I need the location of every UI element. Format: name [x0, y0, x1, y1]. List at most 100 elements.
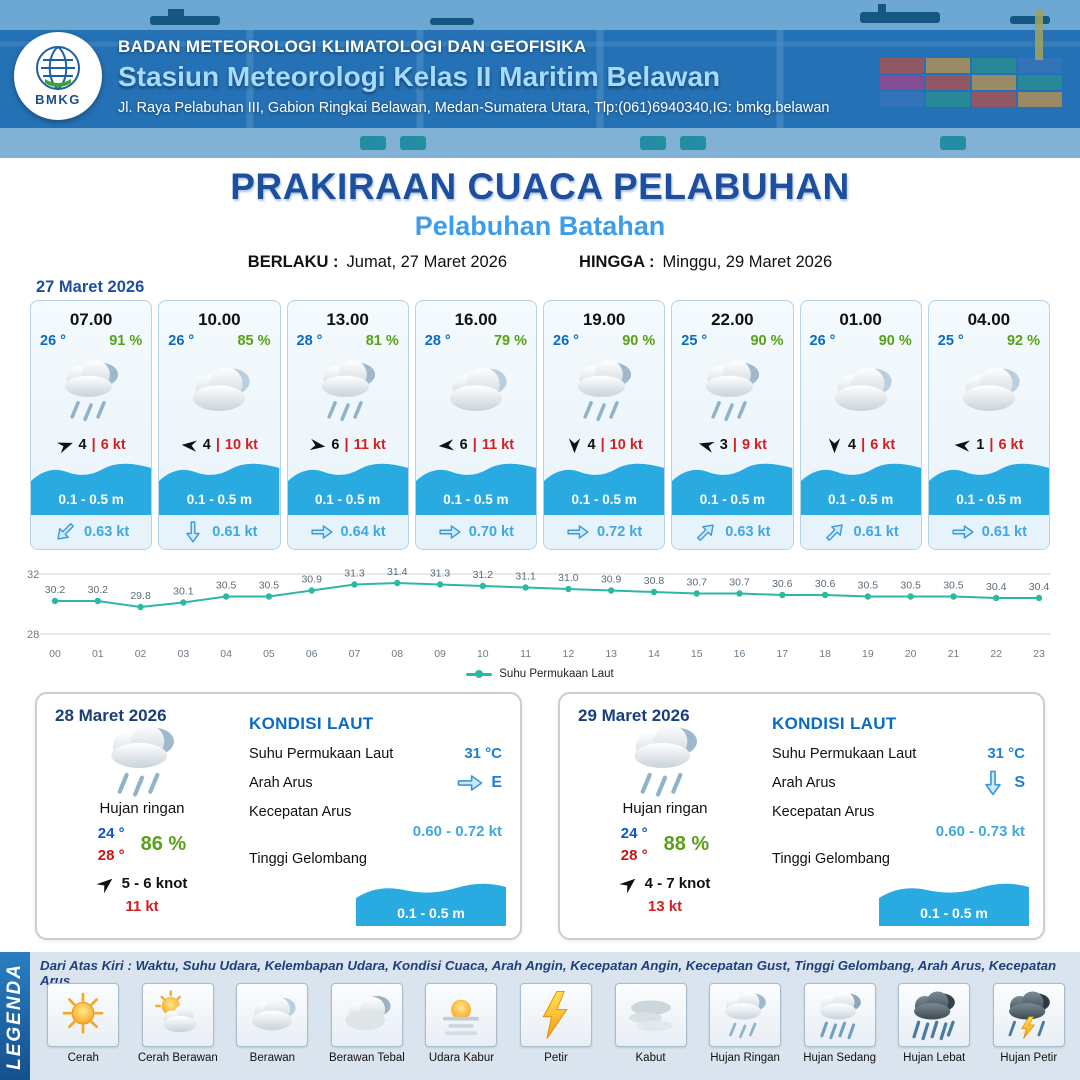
air-temp: 26 ° [809, 333, 836, 349]
svg-text:13: 13 [605, 648, 617, 660]
legend-item-label: Kabut [635, 1052, 666, 1064]
svg-text:30.2: 30.2 [45, 584, 66, 596]
weather-icon [31, 349, 151, 433]
wave-height-band: 0.1 - 0.5 m [287, 459, 408, 515]
legend-item-label: Berawan [249, 1052, 296, 1064]
daily-wave-height: 0.1 - 0.5 m [920, 905, 988, 921]
legend-title: LEGENDA [4, 962, 25, 1070]
svg-text:09: 09 [434, 648, 446, 660]
svg-text:23: 23 [1033, 648, 1045, 660]
svg-text:19: 19 [862, 648, 874, 660]
wave-height-label: Tinggi Gelombang [772, 851, 890, 867]
hourly-card: 07.00 26 ° 91 % 4 | 6 kt 0.1 - 0.5 m 0.6… [30, 300, 153, 550]
current-row: 0.61 kt [928, 515, 1049, 549]
svg-text:30.9: 30.9 [301, 574, 322, 586]
wind-speed: 4 [848, 437, 857, 453]
wave-height: 0.1 - 0.5 m [571, 492, 637, 507]
svg-text:05: 05 [263, 648, 275, 660]
weather-icon [544, 349, 664, 433]
chart-legend-label: Suhu Permukaan Laut [499, 668, 614, 680]
validity-row: BERLAKU : Jumat, 27 Maret 2026 HINGGA : … [0, 253, 1080, 272]
svg-text:18: 18 [819, 648, 831, 660]
current-speed: 0.61 kt [212, 524, 258, 540]
legend-band: LEGENDA Dari Atas Kiri : Waktu, Suhu Uda… [0, 952, 1080, 1080]
time-label: 13.00 [326, 310, 369, 329]
svg-text:16: 16 [734, 648, 746, 660]
svg-text:28: 28 [27, 629, 39, 641]
current-row: 0.72 kt [544, 515, 665, 549]
current-direction-icon [310, 523, 334, 541]
wind-speed: 4 [587, 437, 596, 453]
daily-gust: 11 kt [125, 897, 159, 915]
hingga-label: HINGGA : [579, 253, 655, 271]
hourly-card: 19.00 26 ° 90 % 4 | 10 kt 0.1 - 0.5 m 0.… [543, 300, 666, 550]
daily-card: 28 Maret 2026 Hujan ringan 24 ° 28 ° 86 … [35, 692, 522, 940]
humidity: 85 % [237, 333, 271, 349]
current-row: 0.61 kt [159, 515, 280, 549]
separator: | [989, 437, 994, 453]
svg-text:15: 15 [691, 648, 703, 660]
fog-icon [622, 989, 680, 1041]
current-direction-icon [456, 773, 484, 793]
hourly-card: 10.00 26 ° 85 % 4 | 10 kt 0.1 - 0.5 m 0.… [158, 300, 281, 550]
svg-text:10: 10 [477, 648, 489, 660]
wind-range: 5 - 6 knot [121, 875, 188, 892]
legend-item-label: Hujan Sedang [803, 1052, 877, 1064]
current-speed-label: Kecepatan Arus [772, 804, 875, 820]
air-temp: 28 ° [296, 333, 323, 349]
chart-legend-marker-icon [466, 672, 493, 676]
wind-row: 4 | 10 kt [544, 433, 664, 457]
condition-label: Hujan ringan [622, 800, 708, 817]
weather-icon [801, 349, 921, 433]
wave-height-band: 0.1 - 0.5 m [31, 459, 152, 515]
svg-text:01: 01 [92, 648, 104, 660]
weather-icon [929, 349, 1049, 433]
wave-height-box: 0.1 - 0.5 m [356, 880, 506, 926]
wave-height: 0.1 - 0.5 m [956, 492, 1022, 507]
legend-item: Hujan Sedang [792, 983, 887, 1064]
time-label: 22.00 [711, 310, 754, 329]
wave-height-band: 0.1 - 0.5 m [928, 459, 1049, 515]
legend-item: Cerah [36, 983, 131, 1064]
wind-speed: 6 [331, 437, 340, 453]
legend-item-label: Petir [544, 1052, 568, 1064]
gust-speed: 9 kt [741, 437, 767, 453]
wave-height-band: 0.1 - 0.5 m [544, 459, 665, 515]
min-temp: 24 ° [97, 825, 125, 842]
heavy-rain-icon [905, 989, 963, 1041]
thick-cloud-icon [338, 989, 396, 1041]
svg-text:14: 14 [648, 648, 660, 660]
weather-icon [672, 349, 792, 433]
svg-text:31.4: 31.4 [387, 566, 408, 578]
separator: | [732, 437, 737, 453]
legend-item: Kabut [603, 983, 698, 1064]
legend-item-label: Cerah [67, 1052, 99, 1064]
svg-text:30.8: 30.8 [644, 575, 665, 587]
svg-text:30.5: 30.5 [216, 580, 237, 592]
wave-height: 0.1 - 0.5 m [314, 492, 381, 507]
humidity: 79 % [493, 333, 527, 349]
title-block: PRAKIRAAN CUACA PELABUHAN Pelabuhan Bata… [0, 166, 1080, 272]
separator: | [344, 437, 349, 453]
svg-text:30.2: 30.2 [88, 584, 109, 596]
hourly-card: 22.00 25 ° 90 % 3 | 9 kt 0.1 - 0.5 m 0.6… [671, 300, 794, 550]
current-direction-icon [983, 769, 1003, 797]
svg-text:06: 06 [306, 648, 318, 660]
current-direction-icon [184, 520, 202, 544]
wave-height-label: Tinggi Gelombang [249, 851, 367, 867]
moderate-rain-icon [811, 989, 869, 1041]
svg-text:07: 07 [349, 648, 361, 660]
time-label: 07.00 [69, 310, 113, 329]
wave-height-band: 0.1 - 0.5 m [672, 459, 793, 515]
wave-height: 0.1 - 0.5 m [699, 492, 766, 507]
sun-icon [54, 989, 112, 1041]
legend-item: Petir [509, 983, 604, 1064]
current-speed: 0.72 kt [597, 524, 643, 540]
legend-item-label: Hujan Ringan [710, 1052, 780, 1064]
current-direction-label: Arah Arus [249, 775, 313, 791]
separator: | [472, 437, 477, 453]
current-direction-label: Arah Arus [772, 775, 836, 791]
svg-text:29.8: 29.8 [130, 590, 151, 602]
humidity: 92 % [1006, 333, 1040, 349]
svg-text:04: 04 [220, 648, 232, 660]
